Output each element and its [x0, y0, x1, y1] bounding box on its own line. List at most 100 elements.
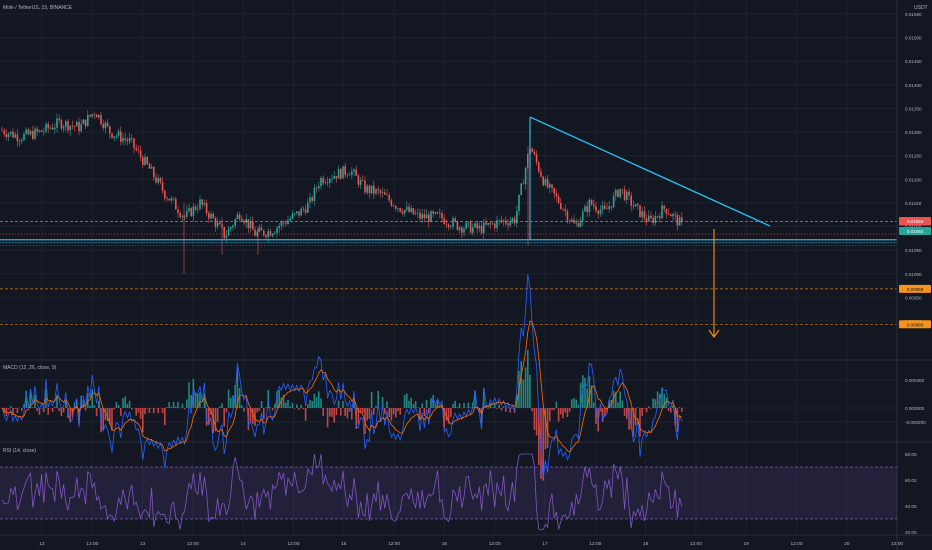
candle-body: [608, 206, 610, 210]
candle-body: [445, 223, 448, 225]
candle-body: [313, 187, 316, 201]
candle-body: [575, 223, 577, 224]
macd-histogram-bar: [661, 387, 663, 408]
macd-histogram-bar: [192, 378, 195, 408]
price-tick-label: 0.01250: [905, 154, 922, 159]
candle-body: [131, 137, 133, 139]
macd-histogram-bar: [335, 408, 338, 416]
time-tick-label: 12:00: [589, 541, 601, 547]
candle-body: [538, 162, 540, 172]
time-axis[interactable]: 12 12:00 13 12:00 14 12:00 15 12:00 16 12:00 17 12:…: [39, 541, 903, 547]
candle-body: [667, 213, 670, 215]
candle-body: [102, 123, 104, 129]
macd-histogram-bar: [296, 404, 298, 408]
price-panel[interactable]: [0, 110, 897, 338]
candle-body: [544, 179, 547, 186]
macd-panel[interactable]: [1, 274, 683, 481]
rsi-tick-label: 20.00: [905, 530, 917, 535]
macd-histogram-bar: [641, 408, 643, 416]
macd-histogram-bar: [419, 408, 421, 421]
target-arrow-head[interactable]: [708, 329, 720, 338]
macd-histogram-bar: [386, 401, 388, 408]
macd-histogram-bar: [71, 408, 74, 417]
macd-histogram-bar: [652, 398, 654, 408]
candle-body: [326, 182, 329, 184]
macd-histogram-bar: [137, 408, 140, 413]
candle-body: [183, 215, 186, 217]
candle-body: [623, 189, 626, 200]
macd-histogram-bar: [203, 393, 206, 408]
candle-body: [115, 135, 118, 137]
macd-histogram-bar: [166, 407, 168, 408]
macd-histogram-bar: [678, 407, 681, 408]
candle-body: [56, 118, 58, 128]
macd-histogram-bar: [3, 408, 5, 414]
candle-body: [417, 212, 419, 214]
candle-body: [320, 177, 322, 187]
candle-body: [258, 227, 261, 232]
candle-body: [656, 216, 659, 217]
candle-body: [498, 219, 500, 221]
candle-body: [509, 221, 511, 226]
macd-histogram-bar: [285, 402, 287, 408]
descending-trendline[interactable]: [529, 116, 771, 227]
candle-body: [483, 222, 485, 234]
candle-body: [643, 211, 646, 219]
macd-histogram-bar: [243, 408, 245, 412]
candle-body: [322, 177, 324, 184]
candle-body: [161, 182, 164, 191]
macd-histogram-bar: [280, 397, 283, 408]
macd-histogram-bar: [681, 408, 683, 412]
macd-histogram-bar: [21, 408, 23, 411]
macd-histogram-bar: [483, 388, 485, 408]
macd-histogram-bar: [632, 408, 635, 437]
candle-body: [274, 232, 276, 234]
candle-body: [137, 149, 140, 151]
macd-histogram-bar: [291, 402, 294, 408]
macd-histogram-bar: [617, 402, 619, 408]
candle-body: [271, 233, 274, 236]
candle-body: [49, 127, 52, 129]
candle-body: [439, 213, 441, 214]
macd-tick-label: 0.000400: [905, 378, 925, 383]
macd-histogram-bar: [260, 401, 263, 408]
macd-histogram-bar: [436, 400, 439, 408]
candle-body: [454, 218, 456, 222]
time-tick-label: 12:00: [388, 541, 400, 547]
macd-histogram-bar: [258, 408, 261, 411]
candle-body: [588, 200, 591, 213]
macd-histogram-bar: [124, 396, 126, 408]
macd-histogram-bar: [648, 406, 650, 408]
candle-body: [87, 114, 89, 127]
price-axis[interactable]: 0.01550 0.01500 0.01450 0.01400 0.01350 0.013…: [905, 12, 926, 535]
candle-body: [153, 166, 155, 178]
candle-body: [566, 210, 569, 221]
currency-label: USDT: [914, 5, 928, 11]
candle-body: [661, 205, 663, 219]
macd-histogram-bar: [447, 408, 450, 424]
candle-body: [73, 126, 76, 127]
candle-body: [5, 134, 8, 137]
candle-body: [230, 227, 232, 229]
candle-body: [216, 222, 219, 227]
macd-histogram-bar: [384, 408, 386, 415]
macd-histogram-bar: [142, 408, 144, 433]
candle-body: [14, 134, 16, 138]
macd-histogram-bar: [469, 407, 472, 408]
macd-histogram-bar: [177, 401, 179, 408]
candle-body: [573, 219, 575, 224]
macd-histogram-bar: [104, 408, 107, 421]
candle-body: [146, 156, 148, 164]
macd-histogram-bar: [16, 408, 19, 414]
rsi-panel[interactable]: [0, 453, 897, 530]
candle-body: [590, 200, 593, 205]
candle-body: [298, 211, 300, 216]
macd-histogram-bar: [227, 389, 230, 408]
macd-histogram-bar: [241, 405, 243, 408]
candle-body: [291, 213, 294, 219]
price-tag: [899, 320, 931, 329]
candle-body: [452, 218, 454, 227]
candle-body: [562, 208, 564, 210]
macd-histogram-bar: [674, 408, 676, 426]
